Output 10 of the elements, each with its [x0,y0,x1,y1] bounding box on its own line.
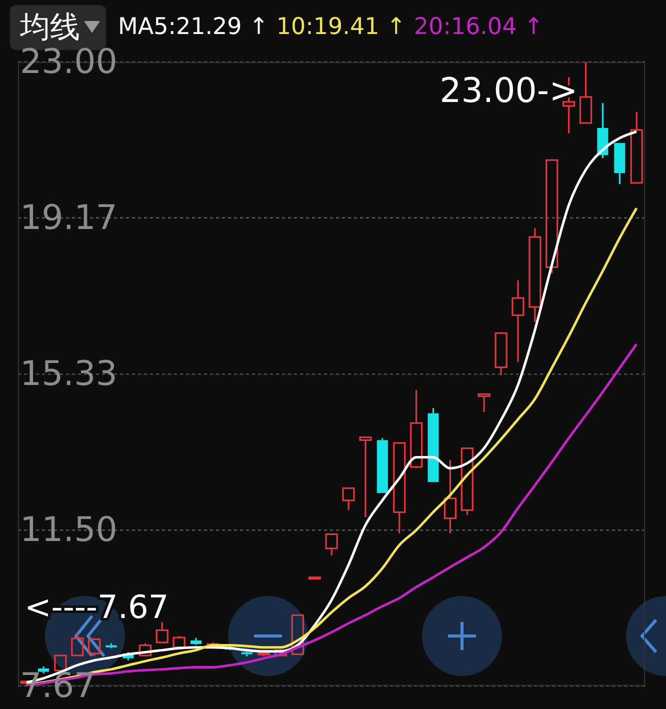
y-tick-label: 19.17 [20,198,118,238]
candlestick [190,637,202,646]
text: MA5:21.29 ↑ [118,14,268,40]
y-tick-label: 11.50 [20,510,118,550]
y-tick-label: 15.33 [20,354,118,394]
candlestick [444,459,456,534]
text: 10:19.41 ↑ [276,14,406,40]
candlestick [512,279,524,363]
annotation: <----7.67 [24,588,169,626]
text: 20:16.04 ↑ [414,14,544,40]
